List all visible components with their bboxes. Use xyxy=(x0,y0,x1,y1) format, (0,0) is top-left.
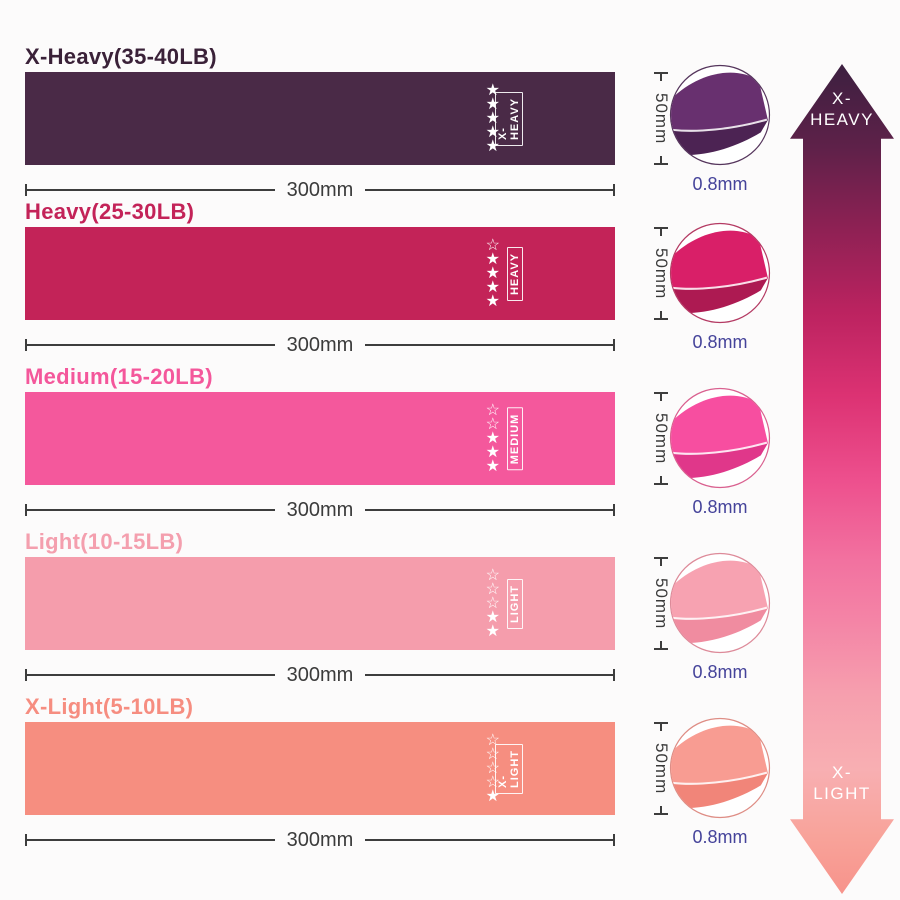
dimension-line xyxy=(365,839,614,841)
star-rating: ★ ★ ★ ★ ★ xyxy=(485,81,500,155)
height-label: 50mm xyxy=(652,577,671,630)
dimension-tick xyxy=(654,640,668,650)
width-dimension: 300mm xyxy=(25,179,616,201)
scale-top-label: X- HEAVY xyxy=(810,89,874,129)
width-label: 300mm xyxy=(286,499,354,521)
band-tag-label: MEDIUM xyxy=(507,407,523,470)
star-rating: ☆ ☆ ★ ★ ★ xyxy=(485,401,500,475)
dimension-tick xyxy=(613,339,616,351)
dimension-tick xyxy=(654,72,668,81)
dimension-tick xyxy=(654,557,668,566)
dimension-tick xyxy=(25,834,27,846)
dimension-tick xyxy=(613,504,616,516)
thickness-label: 0.8mm xyxy=(692,662,748,682)
dimension-tick xyxy=(654,722,668,731)
height-dimension: 50mm xyxy=(648,557,674,650)
dimension-tick xyxy=(613,184,616,196)
thickness-label: 0.8mm xyxy=(692,827,748,847)
dimension-tick xyxy=(25,669,27,681)
dimension-tick xyxy=(654,155,668,165)
band-row-medium: Medium(15-20LB) ☆ ☆ ★ ★ ★ MEDIUM 300mm 50mm xyxy=(25,364,685,520)
dimension-tick xyxy=(25,339,27,351)
thickness-circle-x-heavy: 0.8mm xyxy=(666,64,774,194)
dimension-tick xyxy=(654,475,668,485)
band-title: X-Heavy(35-40LB) xyxy=(25,44,217,69)
dimension-line xyxy=(365,189,614,191)
dimension-line xyxy=(365,509,614,511)
band-rect: ☆ ★ ★ ★ ★ HEAVY xyxy=(25,227,615,320)
dimension-tick xyxy=(654,392,668,401)
thickness-circle-heavy: 0.8mm xyxy=(666,222,774,352)
dimension-tick xyxy=(25,504,27,516)
dimension-line xyxy=(27,509,275,511)
star-rating: ☆ ☆ ☆ ★ ★ xyxy=(485,566,500,640)
scale-bottom-label: X- LIGHT xyxy=(813,763,871,803)
dimension-line xyxy=(365,674,614,676)
dimension-line xyxy=(27,839,275,841)
thickness-label: 0.8mm xyxy=(692,497,748,517)
band-title: Heavy(25-30LB) xyxy=(25,199,195,224)
band-rect: ☆ ☆ ☆ ★ ★ LIGHT xyxy=(25,557,615,650)
height-label: 50mm xyxy=(652,412,671,465)
band-row-heavy: Heavy(25-30LB) ☆ ★ ★ ★ ★ HEAVY 300mm 50mm xyxy=(25,199,685,355)
folded-band-icon xyxy=(669,717,771,819)
dimension-line xyxy=(27,674,275,676)
height-dimension: 50mm xyxy=(648,722,674,815)
band-tag-label: HEAVY xyxy=(507,246,523,301)
width-label: 300mm xyxy=(286,829,354,851)
width-dimension: 300mm xyxy=(25,334,616,356)
dimension-tick xyxy=(613,834,616,846)
width-label: 300mm xyxy=(286,664,354,686)
band-row-x-light: X-Light(5-10LB) ☆ ☆ ☆ ☆ ★ X-LIGHT 300mm 50mm xyxy=(25,694,685,850)
height-dimension: 50mm xyxy=(648,392,674,485)
dimension-tick xyxy=(25,184,27,196)
height-dimension: 50mm xyxy=(648,72,674,165)
folded-band-icon xyxy=(669,552,771,654)
dimension-tick xyxy=(654,227,668,236)
star-rating: ☆ ★ ★ ★ ★ xyxy=(485,236,500,310)
folded-band-icon xyxy=(669,387,771,489)
height-label: 50mm xyxy=(652,92,671,145)
band-rect: ☆ ☆ ★ ★ ★ MEDIUM xyxy=(25,392,615,485)
band-rect: ☆ ☆ ☆ ☆ ★ X-LIGHT xyxy=(25,722,615,815)
band-row-light: Light(10-15LB) ☆ ☆ ☆ ★ ★ LIGHT 300mm 50mm xyxy=(25,529,685,685)
thickness-circle-light: 0.8mm xyxy=(666,552,774,682)
band-title: Light(10-15LB) xyxy=(25,529,184,554)
band-tag-label: X-LIGHT xyxy=(495,743,523,794)
height-label: 50mm xyxy=(652,247,671,300)
band-title: Medium(15-20LB) xyxy=(25,364,213,389)
dimension-line xyxy=(365,344,614,346)
dimension-tick xyxy=(654,310,668,320)
band-rect: ★ ★ ★ ★ ★ X-HEAVY xyxy=(25,72,615,165)
height-dimension: 50mm xyxy=(648,227,674,320)
width-dimension: 300mm xyxy=(25,499,616,521)
width-label: 300mm xyxy=(286,334,354,356)
width-label: 300mm xyxy=(286,179,354,201)
width-dimension: 300mm xyxy=(25,664,616,686)
intensity-scale-arrow: X- HEAVY X- LIGHT xyxy=(790,64,894,894)
band-title: X-Light(5-10LB) xyxy=(25,694,194,719)
thickness-circle-x-light: 0.8mm xyxy=(666,717,774,847)
dimension-line xyxy=(27,189,275,191)
dimension-tick xyxy=(613,669,616,681)
dimension-tick xyxy=(654,805,668,815)
height-label: 50mm xyxy=(652,742,671,795)
width-dimension: 300mm xyxy=(25,829,616,851)
folded-band-icon xyxy=(669,222,771,324)
thickness-label: 0.8mm xyxy=(692,174,748,194)
folded-band-icon xyxy=(669,64,771,166)
thickness-label: 0.8mm xyxy=(692,332,748,352)
band-tag-label: X-HEAVY xyxy=(495,91,523,146)
thickness-circle-medium: 0.8mm xyxy=(666,387,774,517)
dimension-line xyxy=(27,344,275,346)
band-row-x-heavy: X-Heavy(35-40LB) ★ ★ ★ ★ ★ X-HEAVY 300mm 50m… xyxy=(25,44,685,200)
band-tag-label: LIGHT xyxy=(507,578,523,629)
star-rating: ☆ ☆ ☆ ☆ ★ xyxy=(485,731,500,805)
